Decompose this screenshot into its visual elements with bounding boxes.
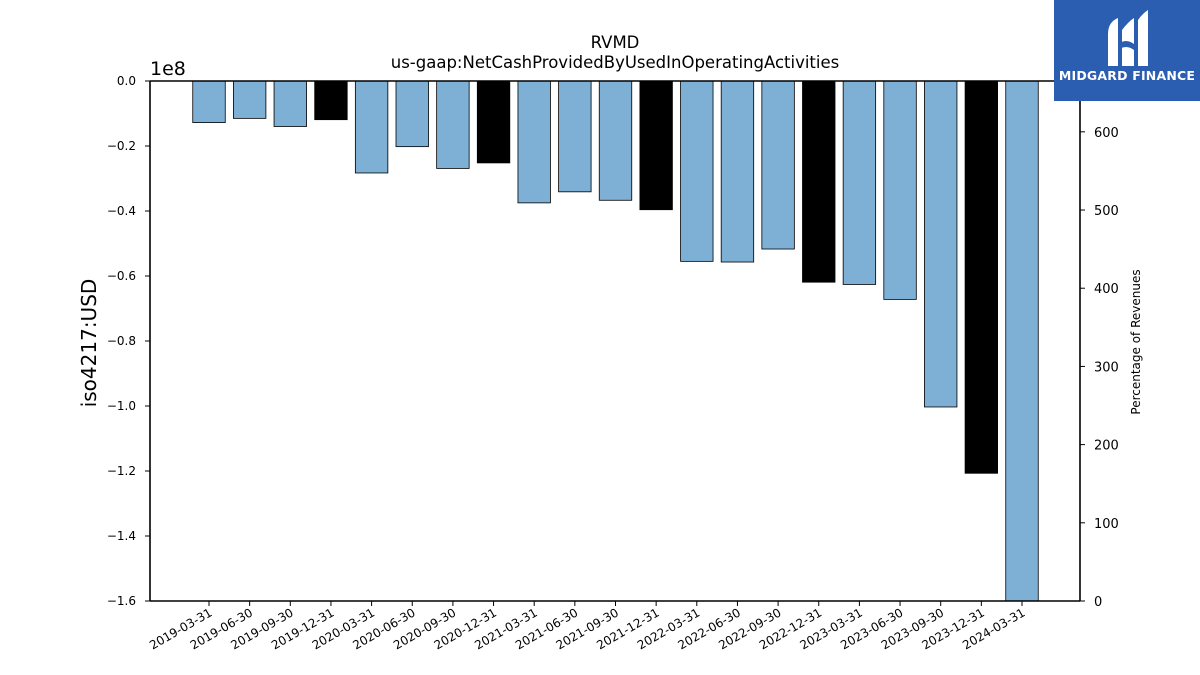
- y2-tick-label: 500: [1094, 204, 1119, 219]
- y-tick-label: −1.6: [107, 594, 136, 608]
- y-ticks-group: 0.0 −0.2 −0.4 −0.6 −0.8 −1.0 −1.2 −1.4 −1.6: [107, 74, 150, 608]
- y-tick-label: −0.8: [107, 334, 136, 348]
- y-tick-label: −1.2: [107, 464, 136, 478]
- y-tick-label: −0.4: [107, 204, 136, 218]
- bar-2019-06-30: [232, 80, 267, 119]
- bar-2020-12-31: [476, 80, 511, 164]
- bar-2021-12-31: [639, 80, 673, 211]
- y-tick-label: −1.0: [107, 399, 136, 413]
- y2-tick-label: 100: [1094, 517, 1119, 532]
- bar-2019-03-31: [192, 80, 226, 123]
- bar-2023-06-30: [883, 80, 917, 300]
- y-axis-label: iso4217:USD: [77, 279, 101, 408]
- y-tick-label: −1.4: [107, 529, 136, 543]
- bar-2022-06-30: [720, 80, 755, 263]
- bar-2019-09-30: [273, 80, 307, 127]
- bar-2023-09-30: [924, 80, 958, 408]
- bar-2020-06-30: [395, 80, 429, 148]
- bar-2021-09-30: [598, 80, 633, 201]
- bar-2022-03-31: [680, 80, 714, 262]
- y2-tick-label: 300: [1094, 360, 1119, 375]
- bars-group: [192, 80, 1039, 602]
- logo-mark-icon: [1108, 10, 1148, 66]
- bar-2020-03-31: [354, 80, 389, 174]
- y2-tick-label: 600: [1094, 126, 1119, 141]
- y2-ticks-group: 0 100 200 300 400 500 600: [1080, 126, 1119, 610]
- y-tick-label: −0.6: [107, 269, 136, 283]
- y-tick-label: 0.0: [117, 74, 136, 88]
- bar-2021-03-31: [517, 80, 551, 204]
- y2-axis-label: Percentage of Revenues: [1129, 269, 1143, 414]
- y2-tick-label: 0: [1094, 595, 1102, 610]
- y2-tick-label: 400: [1094, 282, 1119, 297]
- chart-subtitle: us-gaap:NetCashProvidedByUsedInOperating…: [391, 53, 839, 72]
- x-ticks-group: 2019-03-312019-06-302019-09-302019-12-31…: [147, 601, 1028, 652]
- bar-2023-12-31: [964, 80, 998, 474]
- y-tick-label: −0.2: [107, 139, 136, 153]
- y2-tick-label: 200: [1094, 439, 1119, 454]
- bar-2020-09-30: [436, 80, 470, 169]
- bar-2022-12-31: [802, 80, 836, 283]
- bar-2021-06-30: [558, 80, 592, 193]
- y-offset-label: 1e8: [150, 58, 186, 80]
- bar-2023-03-31: [842, 80, 877, 285]
- logo-brand-text: MIDGARD FINANCE: [1058, 68, 1196, 83]
- bar-2024-03-31: [1005, 80, 1039, 602]
- bar-2019-12-31: [314, 80, 348, 121]
- midgard-finance-logo: MIDGARD FINANCE: [1054, 0, 1200, 101]
- bar-2022-09-30: [761, 80, 795, 250]
- chart-title: RVMD: [591, 33, 640, 52]
